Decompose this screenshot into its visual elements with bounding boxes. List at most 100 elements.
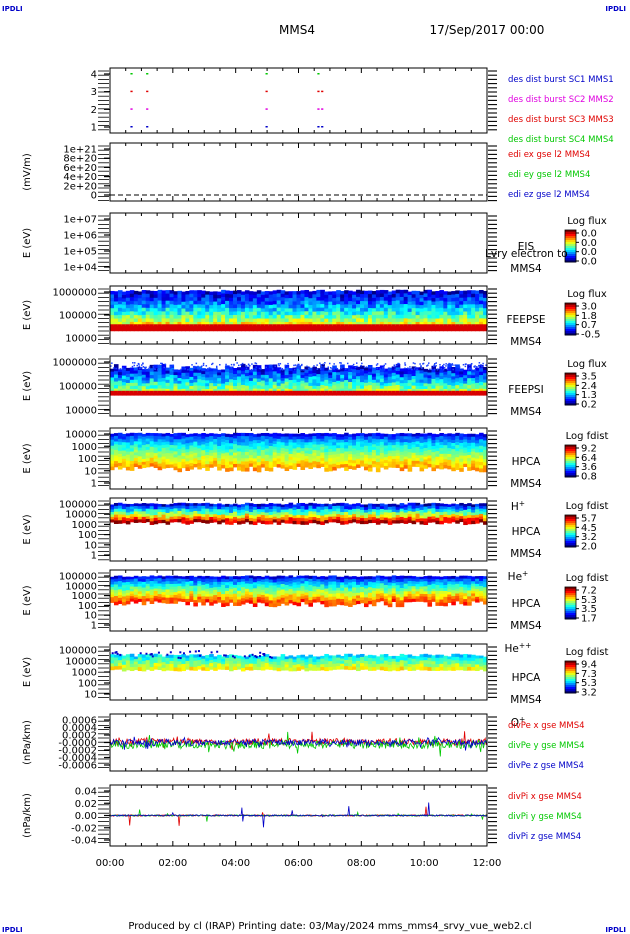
hpca_he-ytick-label: 10 xyxy=(84,540,97,551)
edi-frame xyxy=(109,142,488,202)
hpca_o-speckle xyxy=(223,654,226,657)
hpca_he-colorbar-tick-label: 4.5 xyxy=(581,523,597,534)
eis-ytick-label: 1e+04 xyxy=(63,263,97,274)
edi-legend-entry: edi ey gse l2 MMS4 xyxy=(508,170,590,180)
hpca_h-ytick-label: 100 xyxy=(78,454,97,465)
hpca_he-colorbar-tick-label: 2.0 xyxy=(581,542,597,553)
hpca_he-ytick-label: 1 xyxy=(91,551,97,562)
hpca_h-ytick-label: 10000 xyxy=(65,430,97,441)
hpca_h-ytick-label: 1 xyxy=(91,479,97,490)
divpi-legend-entry: divPi z gse MMS4 xyxy=(508,832,581,842)
burst-ytick-label: 2 xyxy=(91,105,97,116)
hpca_h-colorbar-tick-label: 6.4 xyxy=(581,453,597,464)
hpca_o-speckle xyxy=(231,655,234,658)
hpca_h-colorbar-tick-label: 9.2 xyxy=(581,444,597,455)
divpe-ylabel: (nPa/km) xyxy=(22,720,33,765)
edi-ytick-label: 0 xyxy=(91,191,97,202)
hpca_h-colorbar-tick-label: 0.8 xyxy=(581,472,597,483)
hpca_hepp-ytick-label: 1000 xyxy=(72,591,97,602)
hpca_h-colorbar-title: Log fdist xyxy=(566,431,609,442)
hpca_o-speckle xyxy=(151,655,154,658)
hpca_hepp-ytick-label: 100 xyxy=(78,601,97,612)
hpca_he-ytick-label: 10000 xyxy=(65,510,97,521)
burst-legend-entry: des dist burst SC3 MMS3 xyxy=(508,115,614,125)
hpca_o-speckle xyxy=(233,656,236,659)
feepsi-colorbar-tick-label: 1.3 xyxy=(581,390,597,401)
hpca_o-colorbar xyxy=(565,661,576,694)
divpe-legend-entry: divPe z gse MMS4 xyxy=(508,761,584,771)
hpca_o-speckle xyxy=(119,653,122,656)
hpca_o-instrument-label: HPCA xyxy=(512,672,542,684)
feepse-colorbar-tick-label: 0.7 xyxy=(581,320,597,331)
feepse-colorbar-title: Log flux xyxy=(567,289,607,300)
divpe-ytick-label: 0.0002 xyxy=(62,731,97,742)
hpca_o-speckle xyxy=(179,651,182,654)
burst-mark xyxy=(130,126,133,128)
feepse-instrument-label: FEEPSE xyxy=(507,314,546,326)
divpi-ytick-label: 0.04 xyxy=(75,787,97,798)
feepse-colorbar-tick-label: 3.0 xyxy=(581,302,597,313)
hpca_he-colorbar xyxy=(565,515,576,548)
edi-ytick-label: 2e+20 xyxy=(63,181,97,192)
divpe-ytick-label: -0.0002 xyxy=(58,746,97,757)
eis-frame xyxy=(109,212,488,274)
hpca_o-speckle xyxy=(114,651,117,654)
feepsi-ytick-label: 1000000 xyxy=(52,358,97,369)
hpca_h-colorbar-tick-label: 3.6 xyxy=(581,462,597,473)
hpca_o-speckle xyxy=(179,657,182,660)
hpca_hepp-spacecraft-label: MMS4 xyxy=(510,620,542,632)
hpca_o-speckle xyxy=(269,655,272,658)
burst-mark xyxy=(321,126,324,128)
eis-colorbar xyxy=(565,230,576,263)
hpca_h-spectrogram xyxy=(110,432,488,473)
corner-label-top-left: IPDLI xyxy=(2,5,23,13)
divpi-ytick-label: 0.02 xyxy=(75,799,97,810)
hpca_o-speckle xyxy=(189,650,192,653)
hpca_he-colorbar-tick-label: 3.2 xyxy=(581,532,597,543)
feepse-colorbar xyxy=(565,303,576,336)
divpe-ytick-label: 0.0006 xyxy=(62,716,97,727)
corner-label-bottom-right: IPDLI xyxy=(605,926,626,934)
hpca_hepp-ytick-label: 10000 xyxy=(65,581,97,592)
hpca_h-colorbar-frame xyxy=(564,444,577,478)
hpca_o-speckle xyxy=(224,654,227,657)
hpca_o-speckle xyxy=(199,654,202,657)
hpca_hepp-colorbar-frame xyxy=(564,586,577,620)
hpca_o-ytick-label: 100 xyxy=(78,679,97,690)
feepsi-spacecraft-label: MMS4 xyxy=(510,406,542,418)
hpca_o-speckle xyxy=(194,650,197,653)
time-tick-label: 10:00 xyxy=(410,858,439,869)
eis-ytick-label: 1e+07 xyxy=(63,215,97,226)
hpca_o-speckle xyxy=(177,656,180,659)
hpca_he-ylabel: E (eV) xyxy=(22,514,33,544)
hpca_he-ytick-label: 1000 xyxy=(72,520,97,531)
eis-overlay-label: Lvry electron to xyxy=(485,248,568,260)
corner-label-top-right: IPDLI xyxy=(605,5,626,13)
feepse-colorbar-frame xyxy=(564,302,577,336)
feepse-ytick-label: 1000000 xyxy=(52,288,97,299)
plot-datetime: 17/Sep/2017 00:00 xyxy=(430,23,545,37)
burst-mark xyxy=(265,73,268,75)
feepsi-instrument-label: FEEPSI xyxy=(508,384,543,396)
hpca_he-colorbar-frame xyxy=(564,514,577,548)
hpca_o-ylabel: E (eV) xyxy=(22,657,33,687)
hpca_o-colorbar-tick-label: 3.2 xyxy=(581,688,597,699)
hpca_o-speckle xyxy=(169,651,172,654)
feepsi-colorbar xyxy=(565,373,576,406)
hpca_hepp-colorbar xyxy=(565,587,576,620)
burst-mark xyxy=(321,90,324,93)
burst-mark xyxy=(265,126,268,128)
burst-mark xyxy=(146,108,149,110)
hpca_o-speckle xyxy=(263,654,266,657)
burst-mark xyxy=(317,108,320,110)
time-tick-label: 00:00 xyxy=(96,858,125,869)
hpca_he-ytick-label: 100000 xyxy=(59,500,97,511)
mission-title: MMS4 xyxy=(279,23,315,37)
hpca_he-spectrogram xyxy=(110,502,488,526)
burst-mark xyxy=(130,90,133,93)
hpca_o-speckle xyxy=(270,656,273,659)
divpe-ytick-label: -0.0004 xyxy=(58,753,97,764)
divpi-legend-entry: divPi y gse MMS4 xyxy=(508,812,582,822)
hpca_o-speckle xyxy=(254,655,257,658)
burst-mark xyxy=(317,126,320,128)
